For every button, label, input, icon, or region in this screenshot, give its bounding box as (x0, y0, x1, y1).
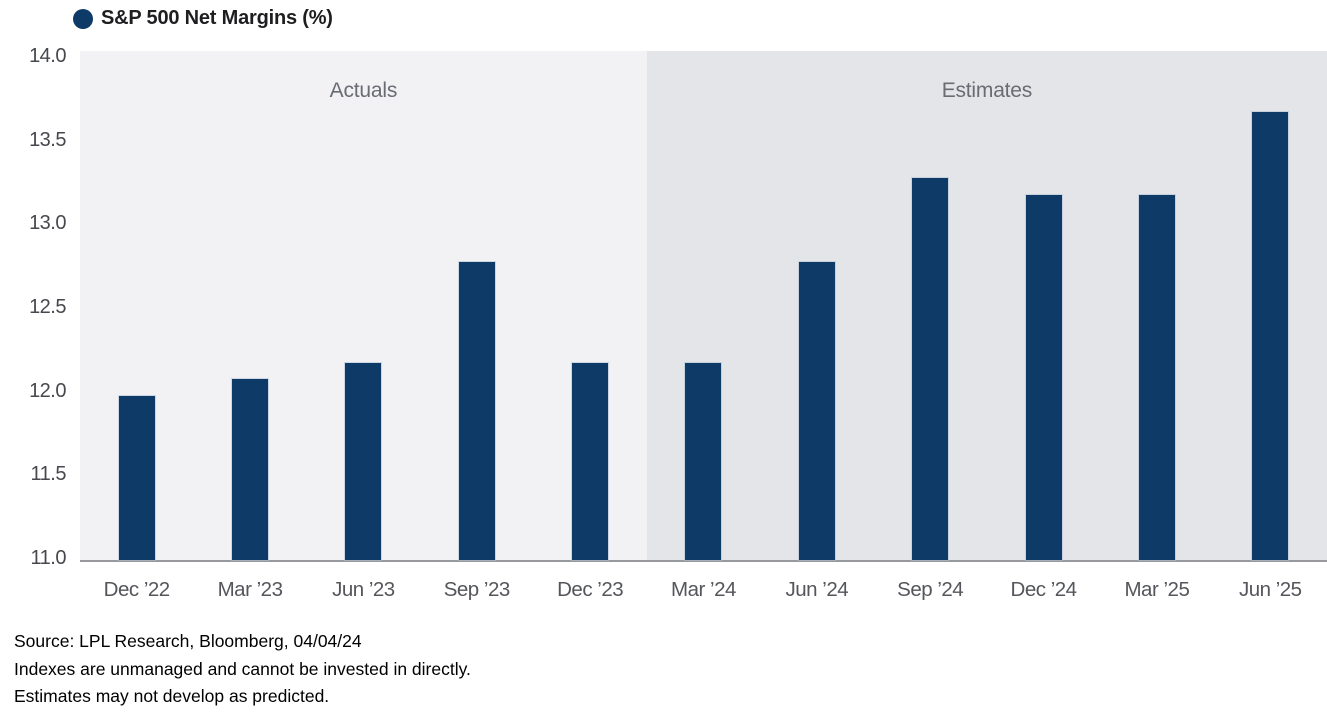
bar (458, 262, 495, 560)
bar (1252, 112, 1289, 560)
legend-label: S&P 500 Net Margins (%) (101, 7, 333, 29)
x-tick-label: Mar ’25 (1124, 578, 1190, 601)
bar-slot (760, 51, 873, 560)
y-tick-label: 13.0 (29, 212, 66, 235)
bar (912, 178, 949, 560)
x-tick-label: Dec ’22 (103, 578, 171, 601)
bar-slot (647, 51, 760, 560)
bar (232, 379, 269, 560)
bar (345, 363, 382, 560)
bar-slot (1100, 51, 1213, 560)
x-tick-label: Mar ’24 (671, 578, 736, 601)
x-tick-label: Jun ’24 (785, 578, 849, 601)
y-tick-label: 12.5 (29, 296, 66, 318)
x-tick-label: Dec ’23 (557, 578, 624, 601)
bar-slot (80, 51, 193, 560)
x-tick-label: Jun ’23 (332, 578, 395, 601)
plot-area: Actuals Estimates (80, 51, 1327, 562)
bar (685, 363, 722, 560)
x-tick-label: Dec ’24 (1010, 578, 1078, 601)
y-tick-label: 14.0 (29, 45, 66, 67)
bars-container (80, 51, 1327, 560)
bar-slot (307, 51, 420, 560)
x-tick-label: Sep ’24 (897, 578, 964, 601)
bar-slot (874, 51, 987, 560)
y-tick-label: 11.0 (30, 547, 67, 569)
y-tick-label: 11.5 (30, 463, 67, 486)
bar (1138, 195, 1175, 560)
disclaimer-note-1: Indexes are unmanaged and cannot be inve… (14, 658, 471, 679)
legend-marker-icon (73, 8, 93, 29)
bar-slot (420, 51, 533, 560)
region-estimates-label: Estimates (941, 79, 1033, 102)
bar-slot (987, 51, 1100, 560)
x-tick-label: Sep ’23 (443, 578, 511, 601)
disclaimer-note-2: Estimates may not develop as predicted. (14, 686, 330, 706)
region-estimates: Estimates (646, 51, 1327, 560)
bar (798, 262, 835, 560)
x-tick-label: Mar ’23 (217, 578, 283, 601)
region-actuals-label: Actuals (329, 79, 398, 102)
x-axis-labels: Dec ’22 Mar ’23 Jun ’23 Sep ’23 Dec ’23 Mar ’… (80, 578, 1327, 602)
y-tick-label: 12.0 (29, 379, 66, 402)
bar-slot (1214, 51, 1327, 560)
source-note: Source: LPL Research, Bloomberg, 04/04/2… (14, 631, 362, 651)
bar-slot (193, 51, 306, 560)
chart-legend: S&P 500 Net Margins (%) (73, 7, 333, 30)
bar (572, 363, 609, 560)
y-tick-label: 13.5 (29, 128, 66, 151)
bar-slot (533, 51, 646, 560)
x-tick-label: Jun ’25 (1238, 578, 1302, 601)
bar (1025, 195, 1062, 560)
footnotes: Source: LPL Research, Bloomberg, 04/04/2… (14, 628, 471, 711)
bar (118, 396, 155, 560)
